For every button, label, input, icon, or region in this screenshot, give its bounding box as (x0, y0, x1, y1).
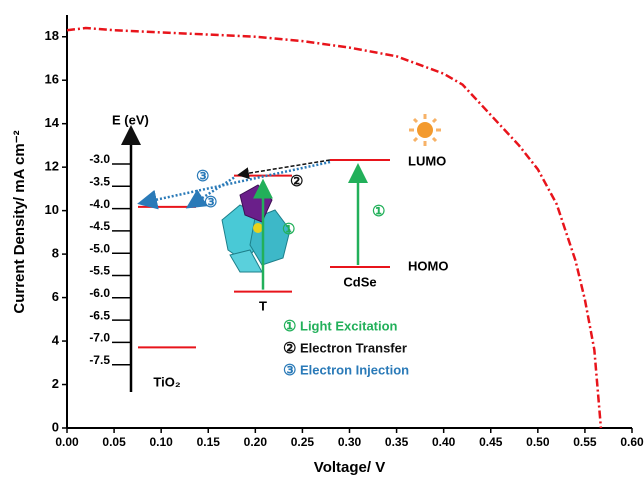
x-tick-label: 0.60 (620, 435, 644, 449)
legend-mark: ① (283, 318, 296, 335)
step-marker: ① (282, 221, 295, 238)
energy-tick-label: -7.5 (89, 353, 110, 367)
energy-tick-label: -5.5 (89, 264, 110, 278)
material-label: CdSe (343, 274, 376, 289)
energy-tick-label: -6.0 (89, 286, 110, 300)
energy-tick-label: -4.5 (89, 219, 110, 233)
x-tick-label: 0.55 (573, 435, 597, 449)
energy-axis-label: E (eV) (112, 112, 149, 127)
energy-tick-label: -3.0 (89, 152, 110, 166)
material-label: TiO₂ (153, 374, 180, 389)
x-tick-label: 0.30 (338, 435, 362, 449)
energy-tick-label: -5.0 (89, 241, 110, 255)
x-tick-label: 0.05 (102, 435, 126, 449)
step-marker: ③ (196, 168, 209, 185)
x-tick-label: 0.15 (197, 435, 221, 449)
x-tick-label: 0.10 (149, 435, 173, 449)
legend-text: Light Excitation (300, 318, 398, 333)
homo-label: HOMO (408, 258, 448, 273)
y-tick-label: 0 (52, 419, 59, 434)
legend-text: Electron Transfer (300, 340, 407, 355)
step-marker: ③ (204, 194, 217, 211)
x-tick-label: 0.00 (55, 435, 79, 449)
x-axis-label: Voltage/ V (314, 459, 385, 476)
step-marker: ② (290, 173, 303, 190)
chart: 0.00 0.05 0.10 0.15 0.20 0.25 0.30 0.35 0.40 0.45… (0, 0, 644, 476)
step-marker: ① (372, 203, 385, 220)
x-tick-label: 0.20 (244, 435, 268, 449)
x-tick-label: 0.25 (291, 435, 315, 449)
energy-tick-label: -6.5 (89, 308, 110, 322)
y-tick-label: 2 (52, 376, 59, 391)
x-tick-label: 0.35 (385, 435, 409, 449)
material-label: T (259, 298, 267, 313)
y-tick-label: 4 (52, 332, 60, 347)
y-tick-label: 12 (45, 159, 59, 174)
y-tick-label: 16 (45, 72, 59, 87)
x-tick-label: 0.50 (526, 435, 550, 449)
energy-tick-label: -3.5 (89, 174, 110, 188)
legend-text: Electron Injection (300, 362, 409, 377)
y-tick-label: 6 (52, 289, 59, 304)
y-tick-label: 8 (52, 246, 59, 261)
y-tick-label: 18 (45, 28, 59, 43)
x-tick-label: 0.45 (479, 435, 503, 449)
energy-tick-label: -4.0 (89, 197, 110, 211)
cluster-illustration (222, 185, 290, 272)
transfer-arrow (240, 160, 330, 175)
y-tick-label: 14 (45, 115, 60, 130)
y-axis-label: Current Density/ mA cm⁻² (11, 130, 28, 313)
legend-mark: ③ (283, 362, 296, 379)
lumo-label: LUMO (408, 153, 446, 168)
energy-tick-label: -7.0 (89, 331, 110, 345)
sun-icon (409, 114, 441, 146)
y-tick-label: 10 (45, 202, 59, 217)
legend-mark: ② (283, 340, 296, 357)
x-tick-label: 0.40 (432, 435, 456, 449)
